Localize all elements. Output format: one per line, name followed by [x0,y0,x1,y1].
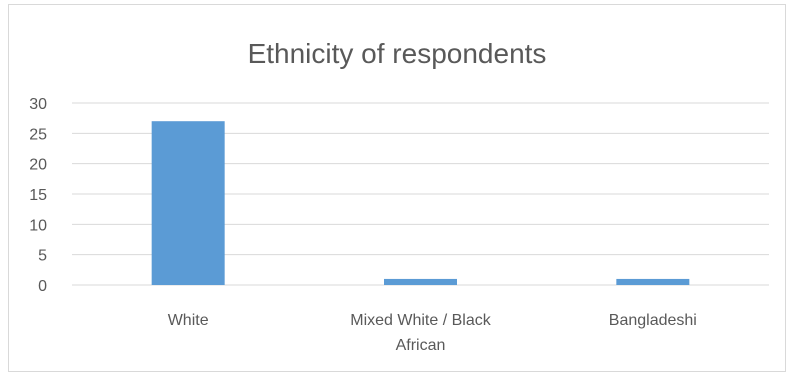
y-tick-label: 5 [38,248,47,265]
chart-title: Ethnicity of respondents [248,38,547,69]
bar-mixed-white-black-african [384,278,457,285]
y-tick-label: 25 [29,126,47,143]
x-axis-ticks: White Mixed White / Black African Banglades… [168,312,697,354]
y-tick-label: 15 [29,187,47,204]
y-tick-label: 0 [38,278,47,295]
y-tick-label: 10 [29,217,47,234]
chart-frame [8,4,786,372]
y-tick-label: 20 [29,157,47,174]
x-tick-label: African [396,337,446,354]
x-tick-label: Mixed White / Black [350,312,491,329]
y-tick-label: 30 [29,96,47,113]
x-tick-label: Bangladeshi [609,312,697,329]
y-axis-ticks: 0 5 10 15 20 25 30 [29,96,47,295]
x-tick-label: White [168,312,209,329]
bar-white [151,121,225,285]
bars [151,121,690,285]
bar-bangladeshi [616,278,690,285]
